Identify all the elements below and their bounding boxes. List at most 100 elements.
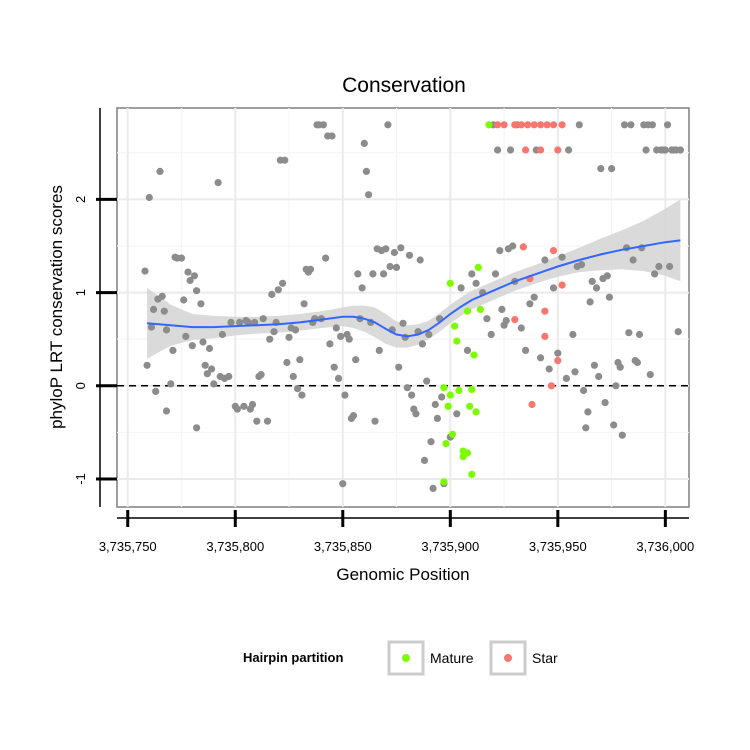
y-axis: -1 0 1 2 bbox=[73, 108, 117, 507]
point-other bbox=[218, 330, 226, 339]
point-other bbox=[390, 248, 398, 257]
point-other bbox=[266, 335, 274, 343]
point-other bbox=[150, 305, 158, 313]
point-other bbox=[291, 326, 300, 334]
point-other bbox=[345, 335, 353, 343]
point-other bbox=[337, 332, 345, 340]
point-other bbox=[655, 262, 663, 271]
point-other bbox=[322, 254, 330, 262]
point-other bbox=[571, 368, 579, 376]
legend-label-star: Star bbox=[532, 650, 558, 666]
point-other bbox=[160, 307, 168, 315]
point-other bbox=[227, 318, 235, 326]
x-tick-label: 3,736,000 bbox=[636, 539, 694, 554]
point-other bbox=[423, 377, 431, 385]
point-other bbox=[418, 340, 426, 348]
point-other bbox=[362, 167, 370, 175]
grid-lines bbox=[117, 108, 689, 507]
point-other bbox=[263, 417, 272, 425]
y-tick-label: -1 bbox=[73, 473, 88, 485]
point-other bbox=[483, 315, 491, 323]
y-tick-label: 0 bbox=[73, 382, 88, 389]
point-mature bbox=[474, 263, 482, 271]
point-other bbox=[167, 380, 175, 388]
point-other bbox=[530, 293, 538, 301]
point-star bbox=[519, 243, 528, 251]
y-axis-title: phyloP LRT conservation scores bbox=[47, 185, 66, 429]
point-other bbox=[620, 121, 629, 129]
point-other bbox=[661, 146, 669, 154]
point-other bbox=[169, 346, 177, 354]
point-star bbox=[500, 121, 508, 129]
point-other bbox=[201, 361, 209, 369]
point-other bbox=[279, 279, 287, 287]
point-other bbox=[577, 261, 586, 269]
plot-panel bbox=[116, 107, 690, 508]
legend-key-mature bbox=[387, 640, 425, 676]
point-mature bbox=[448, 430, 457, 438]
point-mature bbox=[440, 384, 448, 392]
point-other bbox=[375, 346, 383, 354]
point-other bbox=[156, 167, 164, 175]
point-other bbox=[382, 245, 390, 253]
point-other bbox=[537, 354, 545, 362]
point-star bbox=[549, 247, 558, 255]
point-other bbox=[412, 410, 420, 418]
point-other bbox=[225, 372, 233, 381]
point-other bbox=[210, 380, 218, 388]
x-tick-label: 3,735,900 bbox=[421, 539, 479, 554]
point-other bbox=[190, 272, 198, 280]
point-other bbox=[457, 284, 465, 292]
point-other bbox=[565, 146, 573, 154]
point-other bbox=[453, 410, 461, 418]
point-other bbox=[549, 284, 558, 292]
point-other bbox=[182, 332, 190, 340]
point-other bbox=[177, 254, 186, 262]
point-other bbox=[294, 385, 302, 393]
point-other bbox=[330, 363, 338, 371]
point-other bbox=[208, 365, 216, 373]
point-other bbox=[676, 146, 685, 154]
point-other bbox=[274, 286, 282, 294]
point-star bbox=[549, 121, 558, 129]
point-mature bbox=[453, 337, 461, 345]
point-other bbox=[558, 253, 566, 261]
point-mature bbox=[485, 121, 493, 129]
point-other bbox=[646, 371, 654, 379]
point-other bbox=[674, 328, 682, 336]
point-other bbox=[642, 146, 650, 154]
point-star bbox=[511, 121, 519, 129]
point-other bbox=[319, 121, 327, 129]
point-other bbox=[610, 421, 618, 429]
point-other bbox=[251, 318, 259, 326]
point-star bbox=[554, 146, 562, 154]
point-mature bbox=[468, 385, 476, 394]
point-other bbox=[360, 139, 368, 147]
point-other bbox=[236, 318, 244, 326]
point-other bbox=[180, 296, 188, 304]
point-other bbox=[605, 293, 614, 301]
point-other bbox=[283, 358, 291, 367]
point-star bbox=[541, 307, 549, 315]
point-other bbox=[522, 346, 530, 354]
point-other bbox=[197, 300, 205, 308]
point-star bbox=[511, 316, 519, 324]
point-other bbox=[498, 305, 506, 313]
point-other bbox=[369, 270, 377, 278]
point-other bbox=[285, 333, 293, 341]
point-other bbox=[541, 256, 549, 264]
point-mature bbox=[470, 351, 478, 359]
point-star bbox=[494, 121, 502, 129]
point-other bbox=[633, 358, 642, 367]
point-other bbox=[403, 384, 411, 392]
point-other bbox=[352, 356, 360, 364]
point-other bbox=[300, 300, 308, 308]
y-tick-label: 1 bbox=[73, 289, 88, 296]
point-other bbox=[281, 156, 289, 164]
point-other bbox=[627, 121, 635, 129]
legend-title: Hairpin partition bbox=[243, 650, 343, 665]
legend-label-mature: Mature bbox=[430, 650, 474, 666]
point-other bbox=[162, 326, 171, 334]
point-other bbox=[608, 165, 616, 173]
